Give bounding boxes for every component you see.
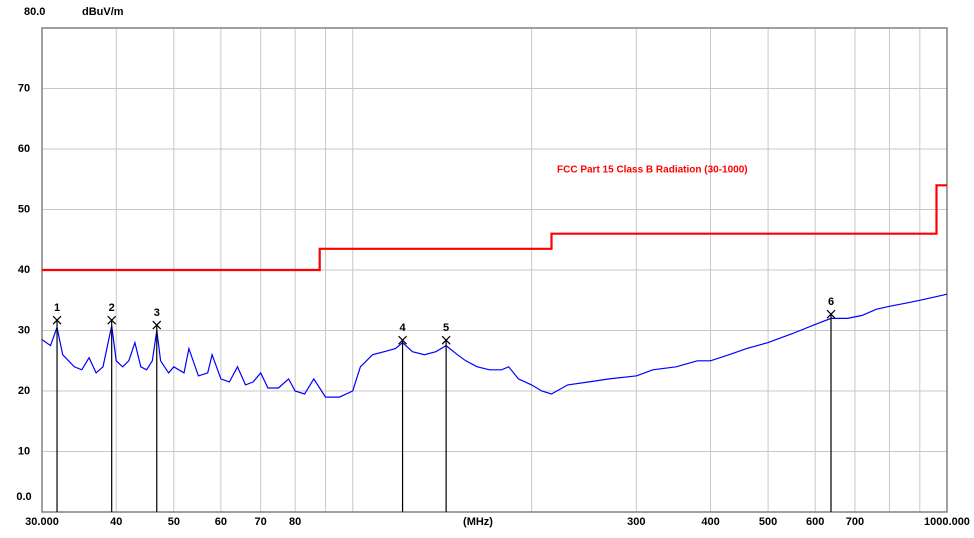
y-tick-label: 60 — [18, 143, 30, 155]
marker-label: 3 — [154, 307, 160, 319]
y-tick-label: 10 — [18, 445, 30, 457]
x-tick-label: 300 — [627, 516, 645, 528]
trace-line — [41, 293, 948, 398]
x-tick-label: 70 — [255, 516, 267, 528]
x-axis-label: (MHz) — [463, 516, 493, 528]
y-axis-label: dBuV/m — [82, 6, 124, 18]
x-tick-label: 500 — [759, 516, 777, 528]
marker-cross — [52, 315, 62, 325]
x-tick-label: 600 — [806, 516, 824, 528]
y-tick-label: 40 — [18, 264, 30, 276]
marker-cross — [441, 335, 451, 345]
marker-label: 2 — [109, 302, 115, 314]
marker-cross — [398, 335, 407, 345]
x-tick-label: 1000.000 — [924, 516, 970, 528]
x-tick-label: 40 — [110, 516, 122, 528]
marker-label: 1 — [54, 302, 60, 314]
y-tick-label: 50 — [18, 203, 30, 215]
marker-cross — [152, 320, 162, 330]
x-tick-label: 700 — [846, 516, 864, 528]
y-tick-label: 30 — [18, 324, 30, 336]
x-tick-label: 60 — [215, 516, 227, 528]
marker-label: 5 — [443, 322, 449, 334]
marker-cross — [107, 315, 117, 325]
limit-line — [42, 184, 947, 272]
marker-label: 4 — [400, 322, 407, 334]
x-tick-label: 80 — [289, 516, 301, 528]
marker-cross — [826, 309, 836, 319]
x-tick-label: 50 — [168, 516, 180, 528]
y-tick-label: 0.0 — [16, 491, 31, 503]
x-tick-label: 400 — [701, 516, 719, 528]
legend-label: FCC Part 15 Class B Radiation (30-1000) — [557, 165, 748, 176]
y-tick-label: 20 — [18, 385, 30, 397]
y-tick-label: 80.0 — [24, 6, 45, 18]
marker-label: 6 — [828, 296, 834, 308]
x-tick-label: 30.000 — [25, 516, 59, 528]
y-tick-label: 70 — [18, 82, 30, 94]
